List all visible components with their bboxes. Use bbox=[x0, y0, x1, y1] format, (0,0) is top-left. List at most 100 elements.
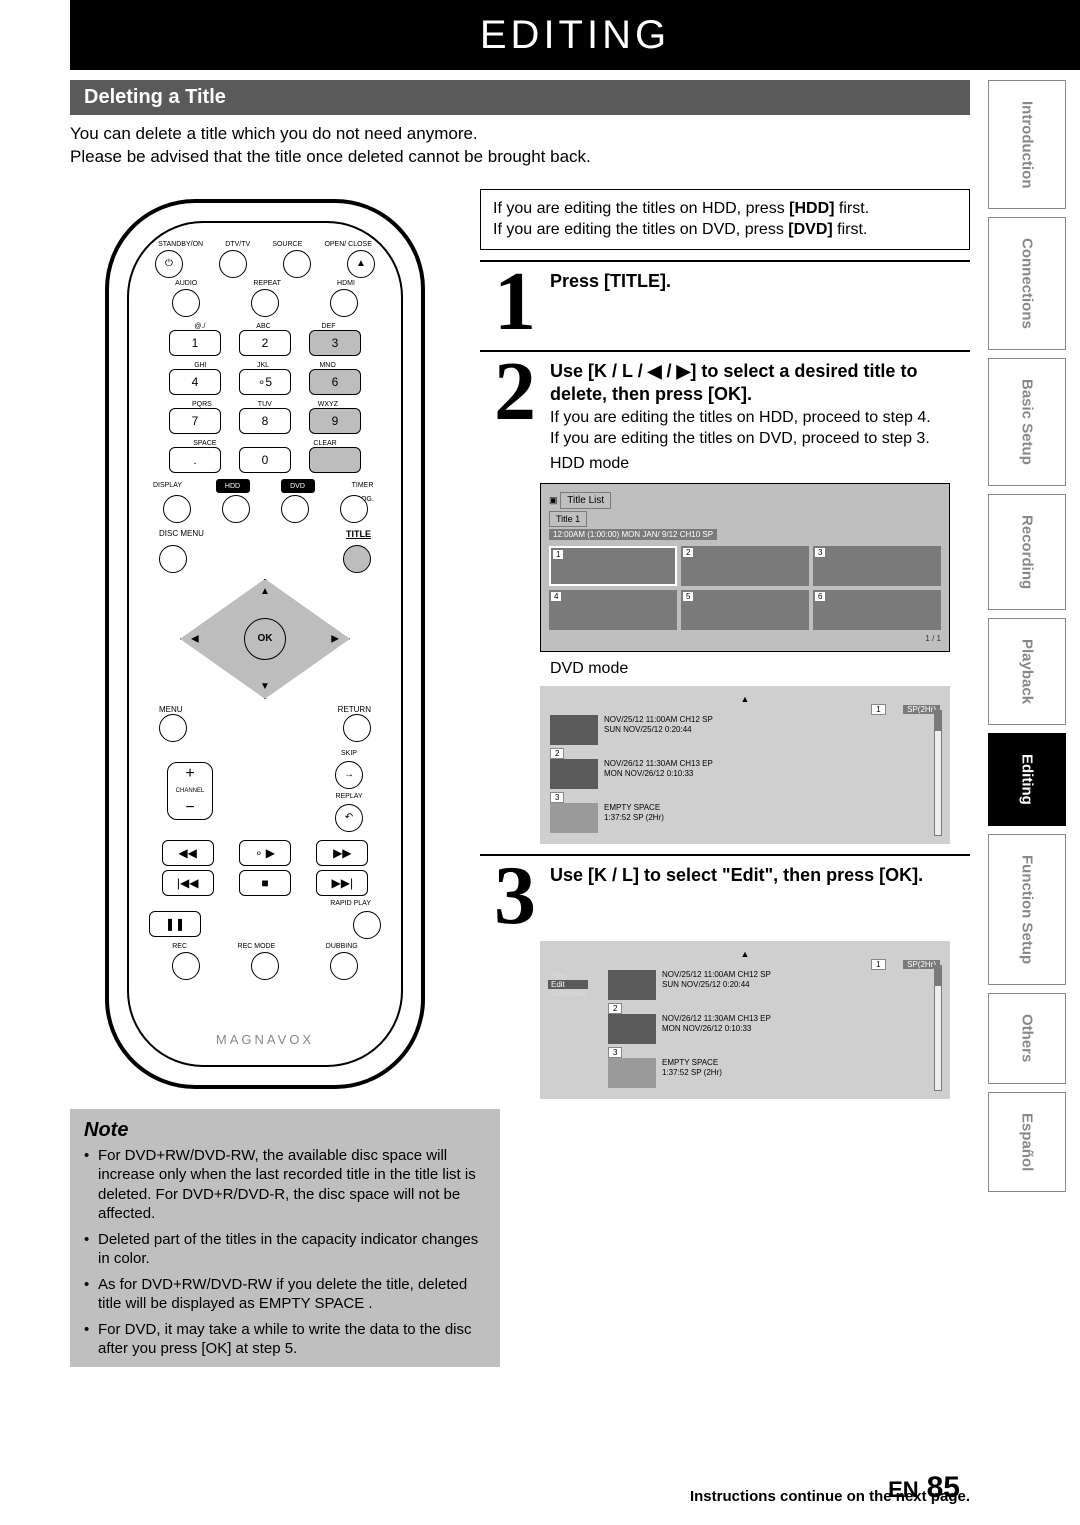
arrow-right-icon: ▶ bbox=[331, 633, 339, 644]
btn-dvd[interactable] bbox=[281, 495, 309, 523]
btn-repeat[interactable] bbox=[251, 289, 279, 317]
btn-recmode[interactable] bbox=[251, 952, 279, 980]
tab-basic-setup[interactable]: Basic Setup bbox=[988, 358, 1066, 486]
tab-editing[interactable]: Editing bbox=[988, 733, 1066, 826]
lbl: GHI bbox=[194, 362, 206, 369]
intro-text: You can delete a title which you do not … bbox=[70, 123, 970, 169]
btn-stop[interactable]: ■ bbox=[239, 870, 291, 896]
pg: 85 bbox=[927, 1471, 960, 1504]
key-5[interactable]: ∘ 5 bbox=[239, 369, 291, 395]
osd-cell: 3 bbox=[813, 546, 941, 586]
osd-title: Title List bbox=[560, 492, 611, 509]
key-9[interactable]: 9 bbox=[309, 408, 361, 434]
remote-control: STANDBY/ON DTV/TV SOURCE OPEN/ CLOSE ⏻ ▲… bbox=[105, 199, 425, 1089]
key-1[interactable]: 1 bbox=[169, 330, 221, 356]
btn-dtv[interactable] bbox=[219, 250, 247, 278]
tab-connections[interactable]: Connections bbox=[988, 217, 1066, 350]
edit-menu: Play Edit Overwrite bbox=[548, 971, 588, 998]
osd-meta: 12:00AM (1:00:00) MON JAN/ 9/12 CH10 SP bbox=[549, 529, 717, 540]
btn-rapid[interactable] bbox=[353, 911, 381, 939]
lbl-return: RETURN bbox=[338, 705, 371, 714]
step-body-line: If you are editing the titles on HDD, pr… bbox=[550, 408, 970, 429]
btn-dubbing[interactable] bbox=[330, 952, 358, 980]
btn-next[interactable]: ▶▶| bbox=[316, 870, 368, 896]
btn-skip[interactable]: → bbox=[335, 761, 363, 789]
step-2: 2 Use [K / L / ◀ / ▶] to select a desire… bbox=[480, 350, 970, 475]
intro-line1: You can delete a title which you do not … bbox=[70, 123, 970, 146]
btn-hdmi[interactable] bbox=[330, 289, 358, 317]
key-2[interactable]: 2 bbox=[239, 330, 291, 356]
intro-line2: Please be advised that the title once de… bbox=[70, 146, 970, 169]
key-4[interactable]: 4 bbox=[169, 369, 221, 395]
n: 2 bbox=[550, 748, 564, 759]
step-1: 1 Press [TITLE]. bbox=[480, 260, 970, 340]
step-number: 3 bbox=[480, 858, 550, 934]
btn-timer[interactable] bbox=[340, 495, 368, 523]
n: 3 bbox=[815, 548, 825, 557]
lbl-channel: CHANNEL bbox=[176, 788, 205, 794]
scrollbar bbox=[934, 965, 942, 1091]
t: 1:37:52 SP (2Hr) bbox=[604, 813, 940, 823]
btn-standby[interactable]: ⏻ bbox=[155, 250, 183, 278]
osd-cell: 2 bbox=[681, 546, 809, 586]
lbl-repeat: REPEAT bbox=[253, 280, 281, 287]
menu-overwrite: Overwrite bbox=[548, 989, 588, 998]
btn-replay[interactable]: ↶ bbox=[335, 804, 363, 832]
lbl: SPACE bbox=[193, 440, 216, 447]
btn-source[interactable] bbox=[283, 250, 311, 278]
btn-title[interactable] bbox=[343, 545, 371, 573]
btn-pause[interactable]: ❚❚ bbox=[149, 911, 201, 937]
btn-ok[interactable]: OK bbox=[244, 618, 286, 660]
key-dot[interactable]: . bbox=[169, 447, 221, 473]
hdd-mode-label: HDD mode bbox=[550, 454, 970, 475]
tab-others[interactable]: Others bbox=[988, 993, 1066, 1083]
arrow-left-icon: ◀ bbox=[191, 633, 199, 644]
btn-audio[interactable] bbox=[172, 289, 200, 317]
btn-prev[interactable]: |◀◀ bbox=[162, 870, 214, 896]
btn-menu[interactable] bbox=[159, 714, 187, 742]
pill-hdd[interactable]: HDD bbox=[216, 479, 250, 493]
btn-rew[interactable]: ◀◀ bbox=[162, 840, 214, 866]
btn-discmenu[interactable] bbox=[159, 545, 187, 573]
pill-dvd[interactable]: DVD bbox=[281, 479, 315, 493]
key-6[interactable]: 6 bbox=[309, 369, 361, 395]
tab-recording[interactable]: Recording bbox=[988, 494, 1066, 610]
side-tabs: Introduction Connections Basic Setup Rec… bbox=[988, 80, 1066, 1465]
tab-introduction[interactable]: Introduction bbox=[988, 80, 1066, 209]
t: [HDD] bbox=[789, 200, 834, 217]
arrow-down-icon: ▼ bbox=[260, 681, 270, 692]
lbl-skip: SKIP bbox=[341, 750, 357, 757]
lbl-replay: REPLAY bbox=[335, 793, 362, 800]
btn-play[interactable]: ∘ ▶ bbox=[239, 840, 291, 866]
t: MON NOV/26/12 0:10:33 bbox=[662, 1024, 940, 1034]
tab-espanol[interactable]: Español bbox=[988, 1092, 1066, 1192]
key-3[interactable]: 3 bbox=[309, 330, 361, 356]
key-0[interactable]: 0 bbox=[239, 447, 291, 473]
n: 5 bbox=[265, 375, 272, 389]
lbl-menu: MENU bbox=[159, 705, 183, 714]
t: NOV/26/12 11:30AM CH13 EP bbox=[604, 759, 940, 769]
nav-pad[interactable]: ▲ ▼ ◀ ▶ OK bbox=[180, 579, 350, 699]
btn-open[interactable]: ▲ bbox=[347, 250, 375, 278]
btn-channel[interactable]: +CHANNEL− bbox=[167, 762, 213, 820]
n: 3 bbox=[550, 792, 564, 803]
key-8[interactable]: 8 bbox=[239, 408, 291, 434]
lbl: JKL bbox=[257, 362, 269, 369]
btn-return[interactable] bbox=[343, 714, 371, 742]
btn-display[interactable] bbox=[163, 495, 191, 523]
lbl-rec: REC bbox=[172, 943, 187, 950]
n: 4 bbox=[551, 592, 561, 601]
btn-ff[interactable]: ▶▶ bbox=[316, 840, 368, 866]
key-clear[interactable] bbox=[309, 447, 361, 473]
t: SUN NOV/25/12 0:20:44 bbox=[662, 980, 940, 990]
btn-hdd[interactable] bbox=[222, 495, 250, 523]
tab-playback[interactable]: Playback bbox=[988, 618, 1066, 725]
tab-function-setup[interactable]: Function Setup bbox=[988, 834, 1066, 985]
thumb bbox=[550, 715, 598, 745]
lbl: MNO bbox=[319, 362, 335, 369]
n: 5 bbox=[683, 592, 693, 601]
key-7[interactable]: 7 bbox=[169, 408, 221, 434]
menu-edit: Edit bbox=[548, 980, 588, 989]
lbl-dubbing: DUBBING bbox=[326, 943, 358, 950]
btn-rec[interactable] bbox=[172, 952, 200, 980]
